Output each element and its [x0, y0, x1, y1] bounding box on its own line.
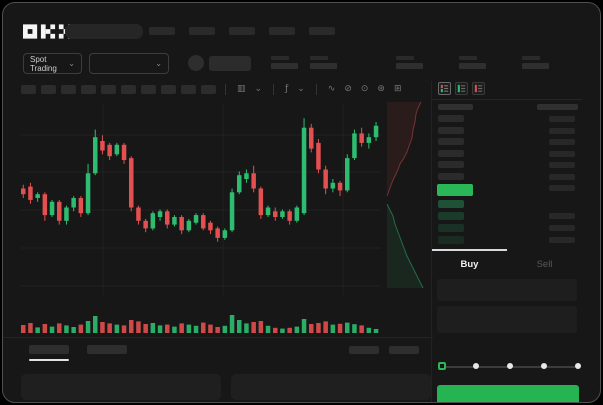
- price-bar: [438, 212, 464, 220]
- chevron-down-icon[interactable]: ⌄: [297, 84, 305, 94]
- book-view-combined-icon[interactable]: [438, 82, 451, 95]
- bottom-tab-open-orders[interactable]: [29, 345, 69, 354]
- nav-item[interactable]: [229, 27, 255, 35]
- nav-item[interactable]: [189, 27, 215, 35]
- slider-stop[interactable]: [541, 363, 547, 369]
- market-type-label: Spot Trading: [30, 54, 57, 73]
- bids-depth-area: [387, 204, 423, 288]
- price-bar: [438, 138, 464, 146]
- bottom-action-1[interactable]: [349, 346, 379, 354]
- settings-icon[interactable]: ⊛: [377, 84, 385, 94]
- ticker-stats-left: [271, 56, 337, 69]
- bottom-action-2[interactable]: [389, 346, 419, 354]
- indicators-icon[interactable]: ƒ: [285, 84, 289, 94]
- avatar[interactable]: [188, 55, 204, 71]
- candlestick-chart[interactable]: [3, 99, 433, 339]
- toolbar-button[interactable]: [161, 85, 176, 94]
- chart-toolbar: ▥ ⌄ ƒ ⌄ ∿ ⊘ ⊙ ⊛ ⊞: [21, 83, 404, 96]
- size-bar: [549, 162, 575, 169]
- price-bar: [438, 224, 464, 232]
- candle-style-icon[interactable]: ▥: [237, 84, 246, 94]
- slider-stop[interactable]: [575, 363, 581, 369]
- size-bar: [549, 174, 575, 180]
- trade-tabs: Buy Sell: [432, 249, 582, 277]
- toolbar-button[interactable]: [121, 85, 136, 94]
- buy-submit-button[interactable]: [437, 385, 579, 402]
- last-price-highlight[interactable]: [437, 184, 473, 196]
- size-bar: [549, 139, 575, 146]
- orders-panel-left: [21, 374, 221, 400]
- search-input[interactable]: [65, 24, 143, 39]
- toolbar-button[interactable]: [201, 85, 216, 94]
- chevron-down-icon: ⌄: [155, 59, 162, 68]
- market-type-selector[interactable]: Spot Trading ⌄: [23, 53, 82, 74]
- slider-stop[interactable]: [473, 363, 479, 369]
- book-view-switcher: [438, 82, 485, 95]
- top-nav: [149, 27, 335, 35]
- bottom-tab-order-history[interactable]: [87, 345, 127, 354]
- size-bar: [549, 150, 575, 157]
- chevron-down-icon: ⌄: [68, 59, 75, 68]
- size-bar: [549, 185, 575, 191]
- nav-item[interactable]: [309, 27, 335, 35]
- nav-item[interactable]: [149, 27, 175, 35]
- divider: [432, 99, 582, 100]
- toolbar-button[interactable]: [181, 85, 196, 94]
- ticker-stats-right: [396, 56, 549, 69]
- account-button[interactable]: [209, 56, 251, 71]
- book-view-asks-icon[interactable]: [472, 82, 485, 95]
- divider: [3, 337, 433, 338]
- ticker-stat: [522, 56, 549, 69]
- size-bar: [549, 237, 575, 243]
- price-bar: [438, 115, 464, 122]
- orders-panel-right: [231, 374, 431, 400]
- ticker-stat: [396, 56, 423, 69]
- slider-handle[interactable]: [438, 362, 446, 370]
- asks-depth-area: [387, 102, 421, 196]
- nav-item[interactable]: [269, 27, 295, 35]
- order-book-panel: Buy Sell: [431, 81, 582, 402]
- price-field[interactable]: [437, 279, 577, 301]
- divider: [225, 84, 226, 95]
- size-bar: [549, 127, 575, 134]
- size-bar: [549, 225, 575, 231]
- toolbar-button[interactable]: [81, 85, 96, 94]
- size-bar: [549, 213, 575, 219]
- book-view-bids-icon[interactable]: [455, 82, 468, 95]
- price-bar: [438, 149, 464, 157]
- fullscreen-icon[interactable]: ⊞: [393, 84, 402, 94]
- ticker-stat: [310, 56, 337, 69]
- amount-field[interactable]: [437, 306, 577, 333]
- line-tool-icon[interactable]: ∿: [327, 84, 336, 94]
- toolbar-button[interactable]: [21, 85, 36, 94]
- toolbar-button[interactable]: [141, 85, 156, 94]
- ticker-stat: [459, 56, 486, 69]
- tab-buy[interactable]: Buy: [432, 249, 507, 277]
- price-bar: [438, 200, 464, 208]
- book-header-price: [438, 104, 473, 110]
- tab-sell[interactable]: Sell: [536, 258, 553, 270]
- toolbar-button[interactable]: [41, 85, 56, 94]
- price-bar: [438, 173, 464, 180]
- slider-stop[interactable]: [507, 363, 513, 369]
- draw-tool-icon[interactable]: ⊘: [344, 84, 352, 94]
- divider: [273, 84, 275, 95]
- pair-selector[interactable]: ⌄: [89, 53, 169, 74]
- depth-chart: [386, 101, 424, 289]
- price-bar: [438, 126, 464, 134]
- divider: [315, 84, 317, 95]
- price-bar: [438, 161, 464, 169]
- camera-icon[interactable]: ⊙: [360, 84, 369, 94]
- active-tab-underline: [29, 359, 69, 361]
- toolbar-button[interactable]: [61, 85, 76, 94]
- price-bar: [438, 236, 464, 244]
- chevron-down-icon[interactable]: ⌄: [254, 84, 263, 94]
- book-header-amount: [537, 104, 578, 110]
- ticker-stat: [271, 56, 298, 69]
- size-bar: [549, 116, 575, 122]
- toolbar-button[interactable]: [101, 85, 116, 94]
